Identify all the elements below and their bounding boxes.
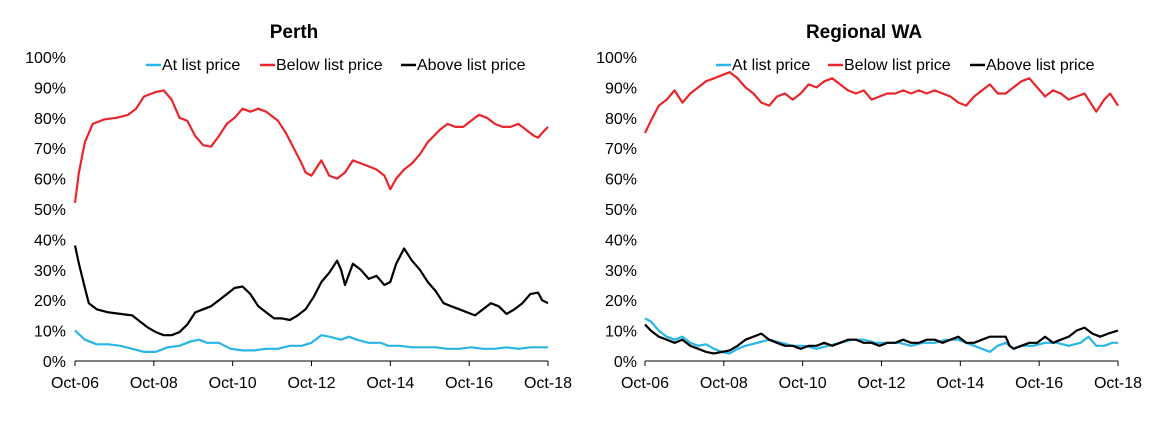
y-tick-label: 20% bbox=[605, 293, 637, 310]
series-line-below-list-price bbox=[73, 89, 549, 204]
y-tick-label: 60% bbox=[605, 172, 637, 189]
y-tick-label: 0% bbox=[614, 354, 637, 371]
legend-label-at-list-price: At list price bbox=[732, 57, 810, 74]
x-tick-label: Oct-10 bbox=[779, 375, 827, 392]
chart-title-perth: Perth bbox=[270, 22, 319, 43]
y-tick-label: 10% bbox=[34, 324, 66, 341]
x-tick-label: Oct-08 bbox=[700, 375, 748, 392]
legend-label-above-list-price: Above list price bbox=[986, 57, 1095, 74]
y-tick-label: 10% bbox=[605, 324, 637, 341]
y-tick-label: 30% bbox=[605, 263, 637, 280]
x-tick-label: Oct-18 bbox=[524, 375, 572, 392]
x-tick-label: Oct-14 bbox=[366, 375, 414, 392]
y-tick-label: 100% bbox=[596, 50, 637, 67]
series-group-perth bbox=[73, 89, 549, 353]
x-tick-label: Oct-10 bbox=[209, 375, 257, 392]
series-line-above-list-price bbox=[73, 245, 549, 337]
y-axis-ticks-regional-wa: 0% 10% 20% 30% 40% 50% 60% 70% 80% 90% 100% bbox=[596, 50, 637, 371]
y-tick-label: 70% bbox=[34, 141, 66, 158]
y-tick-label: 20% bbox=[34, 293, 66, 310]
series-line-below-list-price bbox=[644, 71, 1119, 134]
y-tick-label: 90% bbox=[34, 80, 66, 97]
y-tick-label: 80% bbox=[34, 111, 66, 128]
x-tick-label: Oct-08 bbox=[130, 375, 178, 392]
x-tick-label: Oct-12 bbox=[287, 375, 335, 392]
series-line-at-list-price bbox=[74, 329, 548, 353]
y-axis-ticks-perth: 0% 10% 20% 30% 40% 50% 60% 70% 80% 90% 100% bbox=[25, 50, 66, 371]
legend-label-at-list-price: At list price bbox=[162, 57, 240, 74]
series-line-at-list-price bbox=[644, 317, 1118, 355]
x-tick-label: Oct-18 bbox=[1094, 375, 1142, 392]
x-tick-label: Oct-06 bbox=[51, 375, 99, 392]
legend-label-below-list-price: Below list price bbox=[844, 57, 951, 74]
y-tick-label: 50% bbox=[605, 202, 637, 219]
y-tick-label: 80% bbox=[605, 111, 637, 128]
series-group-regional-wa bbox=[644, 71, 1119, 355]
y-tick-label: 0% bbox=[43, 354, 66, 371]
x-tick-label: Oct-16 bbox=[1015, 375, 1063, 392]
x-axis-ticks-regional-wa: Oct-06 Oct-08 Oct-10 Oct-12 Oct-14 Oct-16 Oct-… bbox=[621, 361, 1142, 392]
legend-label-above-list-price: Above list price bbox=[417, 57, 526, 74]
x-tick-label: Oct-12 bbox=[857, 375, 905, 392]
y-tick-label: 50% bbox=[34, 202, 66, 219]
y-tick-label: 60% bbox=[34, 172, 66, 189]
x-tick-label: Oct-14 bbox=[936, 375, 984, 392]
legend-regional-wa: At list price Below list price Above lis… bbox=[716, 57, 1095, 74]
y-tick-label: 40% bbox=[34, 232, 66, 249]
perth-chart: Perth At list price Below list price Abo… bbox=[25, 22, 572, 392]
legend-perth: At list price Below list price Above lis… bbox=[146, 57, 526, 74]
chart-title-regional-wa: Regional WA bbox=[806, 22, 922, 43]
y-tick-label: 30% bbox=[34, 263, 66, 280]
y-tick-label: 100% bbox=[25, 50, 66, 67]
y-tick-label: 40% bbox=[605, 232, 637, 249]
x-axis-ticks-perth: Oct-06 Oct-08 Oct-10 Oct-12 Oct-14 Oct-16 Oct-… bbox=[51, 361, 572, 392]
legend-label-below-list-price: Below list price bbox=[276, 57, 383, 74]
regional-wa-chart: Regional WA At list price Below list pri… bbox=[596, 22, 1142, 392]
y-tick-label: 70% bbox=[605, 141, 637, 158]
series-line-above-list-price bbox=[644, 323, 1119, 355]
x-tick-label: Oct-16 bbox=[445, 375, 493, 392]
y-tick-label: 90% bbox=[605, 80, 637, 97]
x-tick-label: Oct-06 bbox=[621, 375, 669, 392]
